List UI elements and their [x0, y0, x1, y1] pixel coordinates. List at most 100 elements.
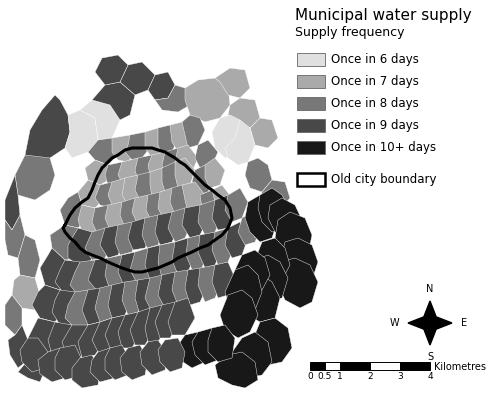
Polygon shape [155, 302, 180, 338]
Polygon shape [48, 322, 75, 358]
Polygon shape [235, 250, 270, 295]
Polygon shape [55, 260, 85, 295]
Polygon shape [158, 125, 178, 155]
Text: 4: 4 [427, 372, 433, 381]
Polygon shape [225, 188, 248, 222]
Bar [297, 53, 325, 66]
Polygon shape [182, 115, 205, 148]
Polygon shape [228, 98, 260, 128]
Text: Municipal water supply: Municipal water supply [295, 8, 472, 23]
Polygon shape [178, 332, 208, 368]
Text: Once in 6 days: Once in 6 days [331, 53, 419, 66]
Polygon shape [252, 318, 292, 365]
Polygon shape [85, 228, 112, 260]
Polygon shape [145, 275, 170, 312]
Polygon shape [18, 358, 45, 382]
Polygon shape [250, 118, 278, 148]
Polygon shape [105, 255, 128, 290]
Polygon shape [130, 248, 155, 285]
Polygon shape [5, 295, 22, 335]
Polygon shape [120, 62, 155, 95]
Polygon shape [200, 190, 222, 218]
Polygon shape [108, 282, 132, 318]
Polygon shape [158, 188, 180, 218]
Polygon shape [128, 218, 152, 250]
Polygon shape [78, 205, 102, 235]
Polygon shape [18, 235, 40, 278]
Polygon shape [268, 198, 302, 242]
Text: Once in 10+ days: Once in 10+ days [331, 141, 436, 154]
Bar [297, 97, 325, 110]
Polygon shape [245, 195, 278, 242]
Polygon shape [158, 338, 185, 372]
Polygon shape [142, 215, 165, 248]
Polygon shape [185, 268, 208, 305]
Polygon shape [408, 301, 452, 345]
Polygon shape [118, 312, 142, 348]
Polygon shape [192, 328, 222, 365]
Polygon shape [92, 318, 118, 352]
Text: N: N [426, 285, 434, 295]
Polygon shape [182, 205, 208, 238]
Text: Kilometres: Kilometres [434, 362, 486, 372]
Polygon shape [198, 232, 222, 268]
Polygon shape [105, 202, 128, 230]
Polygon shape [145, 128, 168, 158]
Polygon shape [132, 195, 155, 225]
Polygon shape [105, 345, 130, 380]
Text: 3: 3 [397, 372, 403, 381]
Polygon shape [275, 212, 312, 260]
Polygon shape [238, 212, 262, 245]
Polygon shape [105, 315, 130, 348]
Polygon shape [20, 338, 48, 372]
Polygon shape [135, 172, 158, 200]
Polygon shape [82, 288, 108, 325]
Polygon shape [245, 158, 272, 192]
Polygon shape [205, 158, 225, 188]
Polygon shape [158, 242, 182, 278]
Polygon shape [182, 182, 205, 212]
Polygon shape [242, 275, 280, 322]
Polygon shape [185, 78, 230, 122]
Polygon shape [225, 222, 248, 258]
Polygon shape [70, 260, 100, 298]
Polygon shape [38, 348, 68, 382]
Polygon shape [208, 325, 235, 362]
Text: Supply frequency: Supply frequency [295, 26, 405, 39]
Polygon shape [95, 285, 120, 322]
Polygon shape [145, 245, 168, 280]
Polygon shape [80, 100, 120, 140]
Polygon shape [120, 345, 148, 380]
Polygon shape [148, 152, 170, 178]
Text: S: S [427, 351, 433, 362]
Polygon shape [115, 222, 138, 255]
Polygon shape [250, 255, 288, 302]
Polygon shape [120, 198, 142, 228]
Bar [325, 362, 340, 370]
Polygon shape [135, 155, 158, 182]
Text: 0.5: 0.5 [318, 372, 332, 381]
Polygon shape [280, 238, 318, 285]
Text: W: W [390, 318, 399, 328]
Polygon shape [212, 228, 235, 265]
Bar [297, 75, 325, 88]
Polygon shape [5, 175, 20, 230]
Polygon shape [260, 180, 290, 210]
Polygon shape [125, 132, 152, 160]
Polygon shape [32, 285, 65, 322]
Polygon shape [212, 195, 235, 230]
Polygon shape [170, 122, 192, 152]
Polygon shape [172, 270, 195, 305]
Polygon shape [78, 180, 105, 208]
Polygon shape [62, 325, 90, 358]
Polygon shape [212, 185, 232, 215]
Polygon shape [55, 345, 82, 380]
Polygon shape [25, 95, 70, 165]
Polygon shape [162, 148, 185, 175]
Text: E: E [461, 318, 467, 328]
Polygon shape [88, 138, 118, 165]
Bar [340, 362, 370, 370]
Polygon shape [130, 308, 155, 345]
Text: 1: 1 [337, 372, 343, 381]
Polygon shape [140, 340, 168, 375]
